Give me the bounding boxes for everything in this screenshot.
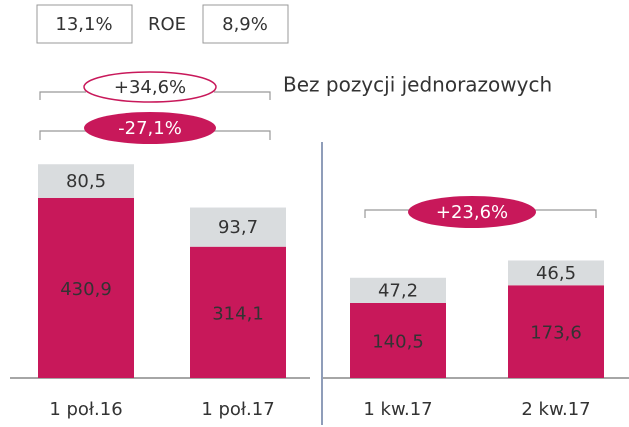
value-label: 93,7	[218, 217, 258, 238]
excl-change: +34,6%	[114, 77, 186, 98]
value-label: 314,1	[212, 303, 264, 324]
bracket	[39, 91, 271, 100]
bar-segment	[350, 302, 446, 378]
badge	[83, 71, 217, 103]
value-label: 140,5	[372, 331, 424, 352]
value-label: 47,2	[378, 280, 418, 301]
bar-segment	[350, 277, 446, 303]
x-tick-label: 1 poł.16	[49, 399, 122, 420]
bar-segment	[190, 207, 286, 247]
badge	[84, 112, 216, 144]
quarter-change: +23,6%	[436, 202, 508, 223]
value-label: 430,9	[60, 279, 112, 300]
bar-segment	[508, 260, 604, 286]
value-label: 46,5	[536, 263, 576, 284]
bar-segment	[508, 285, 604, 378]
x-tick-label: 1 poł.17	[201, 399, 274, 420]
roe-label: ROE	[148, 14, 186, 35]
roe-left: 13,1%	[55, 14, 112, 35]
value-label: 80,5	[66, 171, 106, 192]
bar-segment	[190, 246, 286, 378]
roe-right: 8,9%	[222, 14, 268, 35]
roe-box	[36, 4, 133, 44]
bar-segment	[38, 164, 134, 198]
excl-note: Bez pozycji jednorazowych	[283, 73, 552, 97]
x-tick-label: 1 kw.17	[363, 399, 432, 420]
value-label: 173,6	[530, 323, 582, 344]
badge	[408, 196, 536, 228]
bar-segment	[38, 197, 134, 378]
half-change: -27,1%	[118, 118, 182, 139]
roe-box	[202, 4, 289, 44]
x-tick-label: 2 kw.17	[521, 399, 590, 420]
